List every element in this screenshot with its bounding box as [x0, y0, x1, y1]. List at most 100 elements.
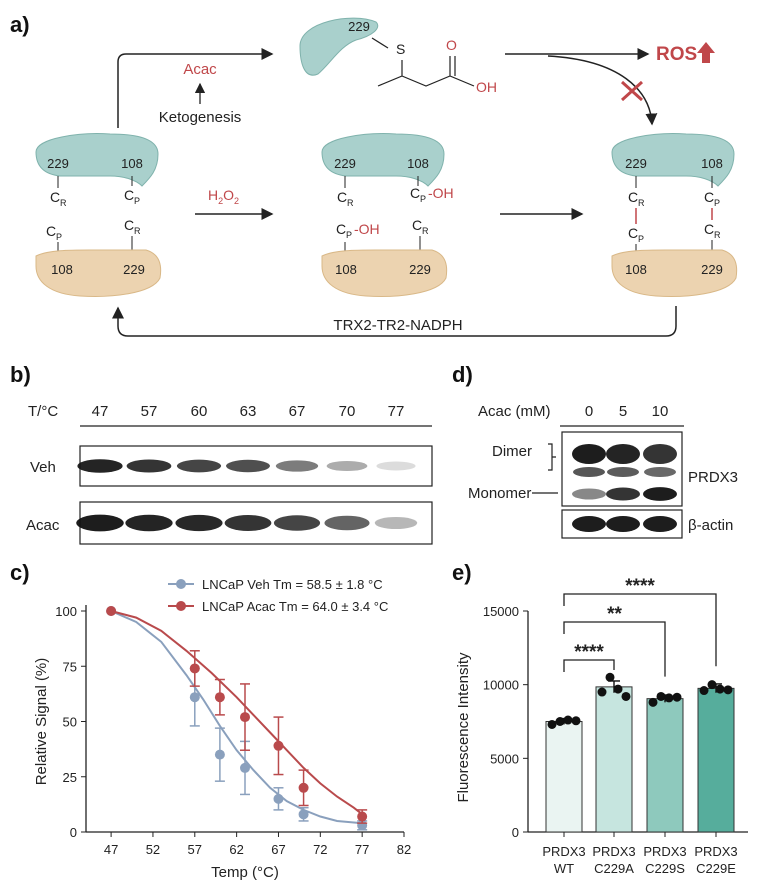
trx-label: TRX2-TR2-NADPH [333, 317, 462, 334]
y-tick-label: 50 [63, 715, 77, 730]
ros-label: ROS [656, 44, 697, 65]
data-point [189, 663, 200, 674]
temp-header: T/°C [28, 403, 58, 420]
y-tick-label: 5000 [490, 751, 519, 766]
recycle-arrow [112, 306, 677, 337]
y-tick-label: 25 [63, 770, 77, 785]
western-band [324, 515, 370, 531]
panel-label-e: e) [452, 560, 472, 585]
bar [545, 721, 583, 833]
legend-marker [176, 579, 186, 589]
res-229-r: 229 [625, 156, 647, 171]
bar [595, 686, 633, 833]
p-sub-m: P [420, 194, 426, 204]
r-sub-r: R [638, 198, 645, 208]
dose-header: Acac (mM) [478, 403, 551, 420]
category-label: PRDX3 [694, 844, 737, 859]
cp-label-2: C [46, 223, 56, 239]
data-point [357, 811, 368, 822]
res-108-m: 108 [407, 156, 429, 171]
dimer-band-lower [644, 467, 676, 477]
dimer-disulfide: 229 108 C R C P C P C R 108 229 [611, 133, 738, 297]
replicate-point [699, 686, 709, 696]
category-label-2: C229E [696, 861, 736, 876]
data-point [106, 606, 117, 616]
temp-label: 67 [289, 403, 306, 420]
oh-m: -OH [428, 185, 454, 201]
cp-label: C [124, 187, 134, 203]
replicate-point [723, 685, 733, 695]
legend-label: LNCaP Veh Tm = 58.5 ± 1.8 °C [202, 577, 383, 592]
x-tick-label: 57 [188, 842, 202, 857]
x-axis-title: Temp (°C) [211, 864, 279, 881]
p-sub-r: P [714, 198, 720, 208]
res-108: 108 [121, 156, 143, 171]
western-band [224, 515, 272, 531]
fluorescence-bar-chart: 0 5000 10000 15000 Fluorescence Intensity PRD… [455, 576, 748, 876]
replicate-point [563, 715, 573, 725]
cp-m2: C [336, 221, 346, 237]
significance-stars: **** [625, 576, 655, 597]
dose-10: 10 [652, 403, 669, 420]
data-point [240, 712, 250, 723]
sulfur-label: S [396, 41, 405, 57]
dimer-band-lower [573, 467, 605, 477]
cp-m: C [410, 185, 420, 201]
blocked-arrow [547, 55, 658, 126]
p-sub: P [134, 196, 140, 206]
blocked-x-icon [620, 80, 644, 102]
data-point [214, 692, 225, 703]
western-band [126, 459, 172, 473]
ros-up-arrow-icon [697, 42, 715, 63]
actin-band [643, 516, 677, 532]
actin-label: β-actin [688, 517, 733, 534]
legend-marker [176, 601, 186, 611]
res-229-rb: 229 [701, 262, 723, 277]
data-point [214, 749, 225, 760]
dimer-band [643, 444, 677, 464]
replicate-point [664, 693, 674, 703]
prdx3-bands [572, 444, 677, 532]
dose-5: 5 [619, 403, 627, 420]
category-label: PRDX3 [592, 844, 635, 859]
r-sub-2: R [134, 226, 141, 236]
oh-m2: -OH [354, 221, 380, 237]
melt-curve-chart: 0 25 50 75 100 47 52 57 62 67 72 77 82 Temp (°C) Relat… [33, 577, 411, 881]
res-108-rb: 108 [625, 262, 647, 277]
x-tick-label: 82 [397, 842, 411, 857]
western-band [374, 516, 418, 530]
x-tick-label: 62 [229, 842, 243, 857]
y-axis-title: Relative Signal (%) [33, 658, 50, 786]
replicate-point [571, 716, 581, 726]
acac-label: Acac [183, 61, 217, 78]
replicate-point [547, 719, 557, 729]
res-229-m: 229 [334, 156, 356, 171]
y-tick-label: 0 [512, 825, 519, 840]
western-band [376, 461, 416, 471]
dose-0: 0 [585, 403, 593, 420]
y-axis-title: Fluorescence Intensity [455, 652, 472, 803]
dimer-band [572, 444, 606, 464]
x-tick-label: 47 [104, 842, 118, 857]
h2o2-label: H2O2 [208, 187, 239, 206]
cr-r: C [628, 189, 638, 205]
res-229: 229 [47, 156, 69, 171]
p-sub-m2: P [346, 230, 352, 240]
western-band [176, 459, 222, 473]
temp-label: 77 [388, 403, 405, 420]
data-point [240, 762, 250, 773]
monomer-band [643, 487, 677, 501]
cetsa-bands [76, 459, 418, 532]
fit-curve [110, 610, 363, 816]
cr-m: C [337, 189, 347, 205]
western-band [175, 514, 223, 532]
category-label: PRDX3 [643, 844, 686, 859]
data-point [298, 809, 309, 820]
acac-adduct-protein: 229 S O OH [299, 17, 497, 95]
x-tick-label: 72 [313, 842, 327, 857]
dimer-sulfenic: 229 108 C R C P -OH C P -OH C R 108 229 [321, 133, 454, 297]
row-label-veh: Veh [30, 459, 56, 476]
r-sub-m: R [347, 198, 354, 208]
data-point [273, 740, 284, 751]
western-band [125, 514, 173, 532]
